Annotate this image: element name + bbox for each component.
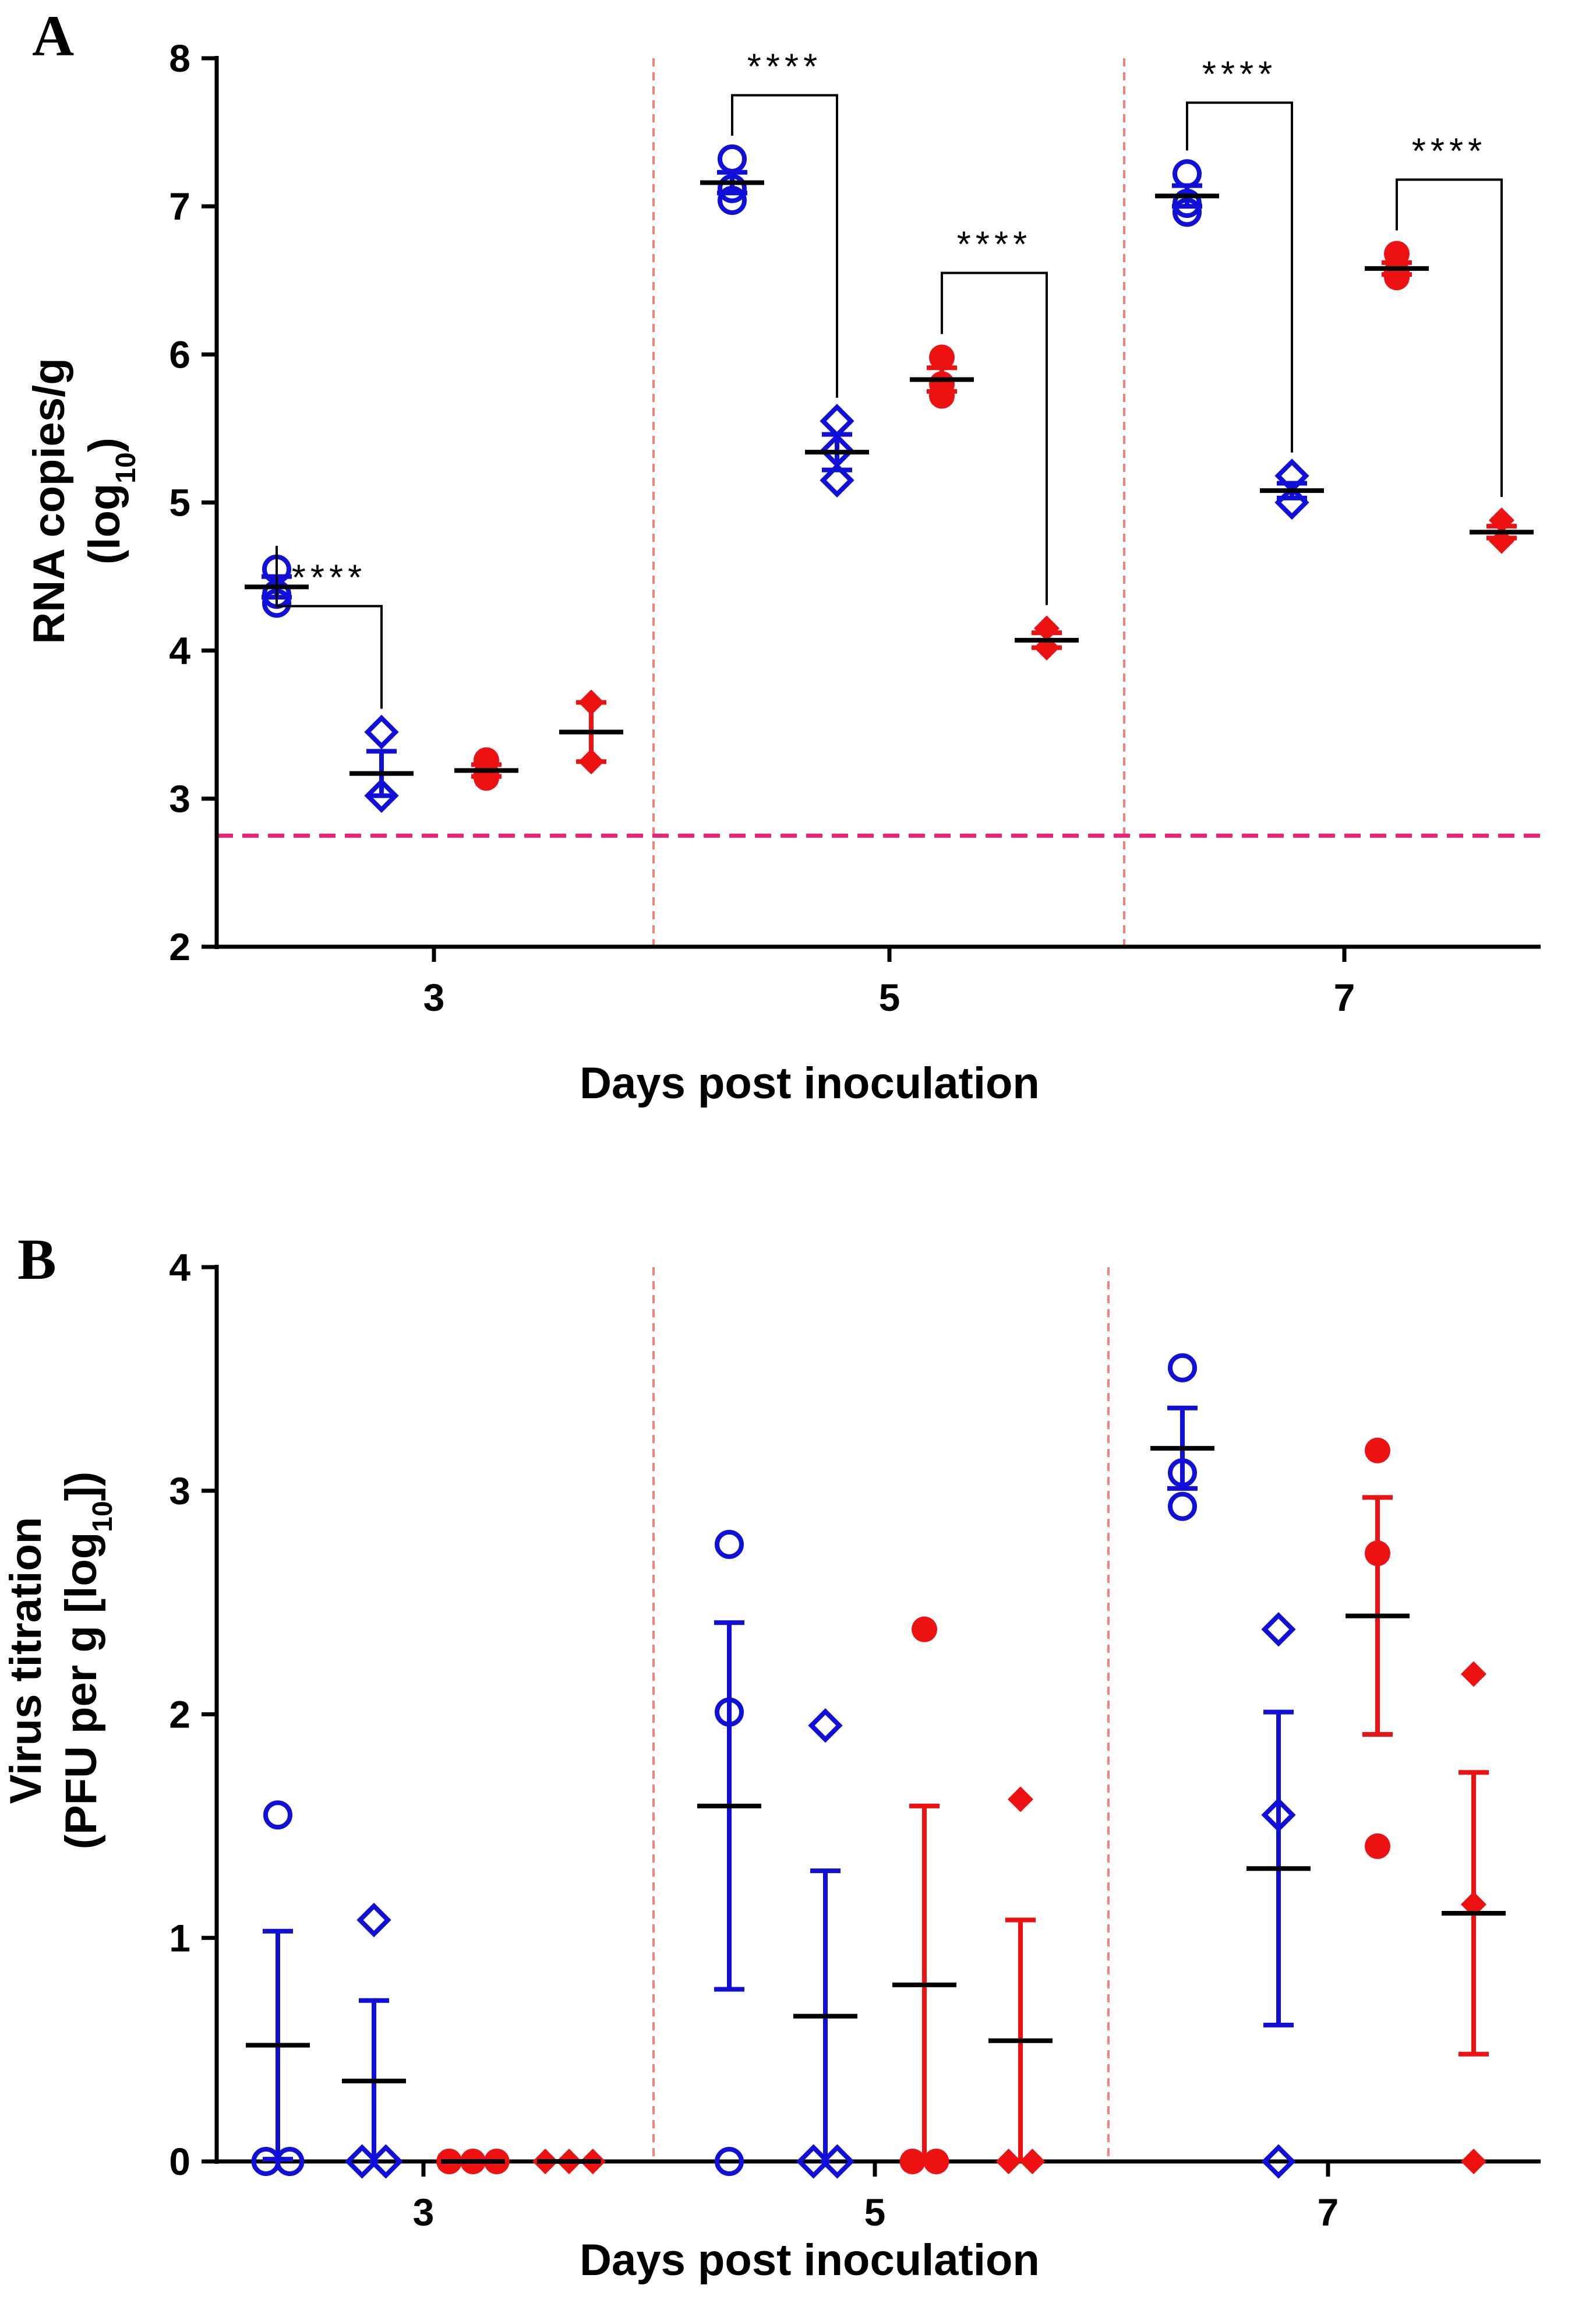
panel-b-day5-blue-diamond-point-1: [796, 2144, 831, 2179]
panel-a-day7-red-circle-point-0: [1384, 241, 1410, 267]
panel-b-day7-blue-circle-point-2: [1168, 1491, 1197, 1521]
panel-b-day5-red-circle-point-0: [912, 1616, 937, 1642]
panel-a-y-axis-label: RNA copies/g (log10): [24, 358, 142, 644]
panel-b-x-axis-label: Days post inoculation: [580, 2235, 1040, 2285]
panel-b-y-axis-label: Virus titration (PFU per g [log10]): [1, 1472, 118, 1850]
panel-a-day7-blue-circle-point-0: [1173, 159, 1202, 189]
panel-b-y-tick-label-1: 1: [169, 1916, 190, 1959]
panel-a-x-axis-label: Days post inoculation: [580, 1059, 1040, 1108]
panel-a-day7-red-circle-point-2: [1384, 265, 1410, 291]
panel-a-day3-blue-diamond-point-1: [364, 778, 399, 813]
panel-a-day7-blue-circle-point-2: [1173, 198, 1202, 227]
panel-a-significance-bracket-3: [1186, 101, 1293, 453]
panel-a-day5-blue-diamond-point-0: [820, 404, 854, 439]
panel-b-day7-red-diamond-point-1: [1461, 1891, 1486, 1917]
panel-b-day7-blue-diamond-point-0: [1261, 1612, 1296, 1647]
panel-a-day7-blue-diamond-point-1: [1274, 485, 1309, 520]
panel-b-day7-red-circle-point-2: [1365, 1833, 1390, 1859]
panel-b-day5-blue-circle-point-1: [715, 1697, 744, 1727]
panel-a: A 2 3 4 5 6 7 8 3 5 7 **** **** **** **** **** Days po…: [24, 3, 1541, 1108]
panel-a-y-tick-label-7: 7: [169, 185, 190, 228]
panel-b-day5-red-diamond-point-0: [1008, 1786, 1033, 1812]
panel-b-x-tick-label-7: 7: [1318, 2191, 1339, 2234]
panel-a-day7-blue-circle-point-1: [1173, 189, 1202, 218]
panel-a-y-axis-label-line1: RNA copies/g: [24, 358, 74, 644]
panel-b-x-tick-label-5: 5: [864, 2191, 886, 2234]
panel-a-x-tick-label-7: 7: [1334, 976, 1355, 1019]
panel-b-day7-blue-circle-point-1: [1168, 1458, 1197, 1488]
panel-a-day3-blue-diamond-point-0: [364, 714, 399, 750]
panel-a-day3-red-diamond-point-1: [578, 749, 604, 775]
panel-a-significance-bracket-4: [1396, 178, 1503, 497]
panel-a-day5-blue-circle-point-2: [718, 186, 747, 215]
panel-b-y-tick-label-0: 0: [169, 2140, 190, 2183]
panel-b-day5-red-diamond-point-2: [1019, 2149, 1046, 2174]
panel-b-plot-area: 0 1 2 3 4 3 5 7: [169, 1246, 1541, 2234]
panel-a-significance-bracket-0: [276, 545, 383, 709]
panel-b-day5-red-circle-point-1: [899, 2149, 926, 2174]
panel-a-day5-blue-diamond-point-2: [820, 463, 854, 498]
panel-a-significance-label-4: ****: [1412, 131, 1487, 171]
panel-b-day3-blue-diamond-point-1: [344, 2144, 380, 2179]
panel-a-significance-bracket-1: [731, 94, 838, 398]
panel-a-significance-label-0: ****: [292, 558, 367, 598]
panel-a-y-tick-label-5: 5: [169, 481, 190, 524]
panel-a-plot-area: 2 3 4 5 6 7 8 3 5 7 **** **** **** **** ****: [169, 37, 1541, 1019]
panel-b-day3-blue-circle-point-2: [275, 2147, 305, 2176]
panel-a-day7-red-diamond-point-0: [1489, 507, 1514, 533]
panel-b-day7-red-circle-point-1: [1365, 1540, 1390, 1567]
panel-b-day5-red-diamond-point-1: [995, 2149, 1022, 2174]
panel-b-day5-blue-diamond-point-0: [808, 1708, 843, 1743]
panel-b-y-tick-label-3: 3: [169, 1469, 190, 1512]
panel-a-day5-red-diamond-point-0: [1034, 615, 1060, 641]
panel-a-significance-label-1: ****: [747, 47, 822, 87]
panel-b: B 0 1 2 3 4 3 5 7 Days post inoculation Virus t…: [1, 1227, 1541, 2285]
panel-a-significance-label-3: ****: [1202, 54, 1277, 94]
panel-a-x-tick-label-3: 3: [423, 976, 445, 1019]
panel-a-day5-blue-circle-point-1: [718, 174, 747, 203]
panel-label-b: B: [17, 1227, 56, 1292]
panel-b-day7-blue-diamond-point-1: [1261, 1797, 1296, 1832]
panel-a-day5-red-circle-point-0: [929, 344, 955, 371]
panel-a-day5-red-circle-point-2: [929, 383, 955, 409]
panel-b-y-tick-label-4: 4: [169, 1246, 190, 1289]
panel-a-y-tick-label-3: 3: [169, 777, 190, 820]
panel-b-day7-red-diamond-point-2: [1461, 2149, 1486, 2174]
panel-b-day5-red-circle-point-2: [923, 2149, 949, 2174]
panel-b-day5-blue-diamond-point-2: [820, 2144, 855, 2179]
panel-b-y-axis-label-line1: Virus titration: [1, 1517, 51, 1804]
panel-a-y-tick-label-8: 8: [169, 37, 190, 80]
panel-a-day5-blue-circle-point-0: [718, 144, 747, 174]
panel-a-significance-label-2: ****: [957, 225, 1032, 265]
panel-b-day5-blue-circle-point-2: [715, 2147, 744, 2176]
panel-a-x-tick-label-5: 5: [879, 976, 900, 1019]
panel-a-y-tick-label-2: 2: [169, 925, 190, 968]
panel-a-y-tick-label-6: 6: [169, 333, 190, 376]
panel-b-y-tick-label-2: 2: [169, 1693, 190, 1736]
panel-a-y-axis-label-line2: (log10): [80, 438, 142, 565]
panel-b-day3-blue-diamond-point-0: [356, 1902, 391, 1938]
panel-b-day3-blue-circle-point-0: [263, 1800, 292, 1830]
panel-a-day3-red-diamond-point-0: [578, 689, 604, 715]
panel-b-x-tick-label-3: 3: [413, 2191, 435, 2234]
panel-a-day7-red-diamond-point-1: [1489, 528, 1514, 554]
panel-b-day7-blue-circle-point-0: [1168, 1353, 1197, 1383]
panel-a-y-tick-label-4: 4: [169, 629, 190, 672]
panel-b-y-axis-label-line2: (PFU per g [log10]): [56, 1472, 118, 1850]
panel-b-day7-blue-diamond-point-2: [1261, 2144, 1296, 2179]
panel-b-day7-red-circle-point-0: [1365, 1437, 1390, 1463]
panel-b-day5-blue-circle-point-0: [715, 1529, 744, 1559]
panel-b-day3-blue-diamond-point-2: [368, 2144, 404, 2179]
panel-b-day7-red-diamond-point-0: [1461, 1661, 1486, 1687]
panel-label-a: A: [32, 3, 74, 68]
panel-a-significance-bracket-2: [941, 271, 1048, 605]
